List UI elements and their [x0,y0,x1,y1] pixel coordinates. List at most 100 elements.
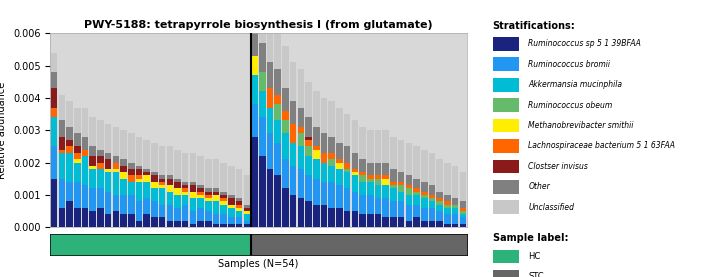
Bar [59,120,65,137]
Bar [159,204,165,217]
Bar [313,150,320,159]
Bar [66,140,73,146]
Bar [282,88,289,111]
Bar [105,192,111,214]
Bar [367,195,373,214]
Bar [336,169,342,185]
Bar [359,159,366,172]
Bar [321,163,327,182]
Bar [493,201,519,214]
Bar [213,159,219,188]
Bar [120,214,127,227]
Text: Unclassified: Unclassified [528,203,574,212]
Bar [437,159,443,192]
Bar [305,201,312,227]
Bar [205,159,212,188]
Bar [437,221,443,227]
Bar [59,153,65,179]
Bar [190,153,196,182]
X-axis label: Samples (N=54): Samples (N=54) [218,259,299,269]
Bar [182,195,189,204]
Bar [336,159,342,163]
Bar [414,195,420,204]
Bar [493,250,519,263]
Bar [406,204,412,221]
Bar [220,192,227,195]
Bar [105,214,111,227]
Bar [259,0,266,43]
Bar [305,137,312,140]
Bar [321,134,327,153]
Bar [51,107,57,117]
Bar [421,208,427,221]
Bar [220,163,227,192]
Bar [190,224,196,227]
Bar [298,127,304,134]
Bar [290,62,297,101]
Bar [452,208,458,214]
Bar [282,159,289,188]
Bar [213,224,219,227]
Bar [414,179,420,188]
Bar [383,179,389,185]
Bar [144,175,150,182]
Bar [452,198,458,204]
Bar [352,175,358,192]
Bar [205,211,212,221]
Bar [398,140,404,172]
Bar [167,179,173,185]
Bar [174,179,181,182]
Bar [51,53,57,72]
Bar [167,192,173,204]
Bar [328,101,335,137]
Bar [74,107,80,134]
Bar [367,182,373,195]
Bar [444,163,451,195]
Bar [105,159,111,169]
Bar [375,198,381,214]
Bar [344,169,350,172]
Bar [352,169,358,172]
Text: Lachnospiraceae bacterium 5 1 63FAA: Lachnospiraceae bacterium 5 1 63FAA [528,142,676,150]
Bar [398,172,404,182]
Bar [159,185,165,188]
Bar [66,201,73,227]
Text: Ruminococcus bromii: Ruminococcus bromii [528,60,610,69]
Bar [328,137,335,153]
Bar [390,137,397,169]
Bar [444,204,451,208]
Bar [243,214,250,221]
Bar [174,182,181,188]
Bar [128,134,134,163]
Bar [90,188,96,211]
Bar [128,163,134,169]
Bar [359,214,366,227]
Bar [97,156,103,163]
Bar [236,169,243,198]
Bar [406,185,412,188]
Bar [174,188,181,195]
Bar [444,214,451,224]
Bar [159,188,165,204]
Bar [305,175,312,201]
Bar [151,217,158,227]
Bar [493,57,519,71]
Bar [313,179,320,204]
Bar [159,179,165,182]
Bar [243,221,250,224]
Bar [82,208,88,227]
Bar [437,211,443,221]
Bar [213,195,219,201]
Bar [313,146,320,150]
Bar [66,153,73,182]
Bar [367,214,373,227]
Bar [197,188,204,192]
Bar [259,43,266,72]
Bar [136,201,142,221]
Bar [97,208,103,227]
Bar [136,221,142,227]
Bar [228,208,235,217]
Bar [190,198,196,211]
Bar [414,217,420,227]
Bar [74,182,80,208]
